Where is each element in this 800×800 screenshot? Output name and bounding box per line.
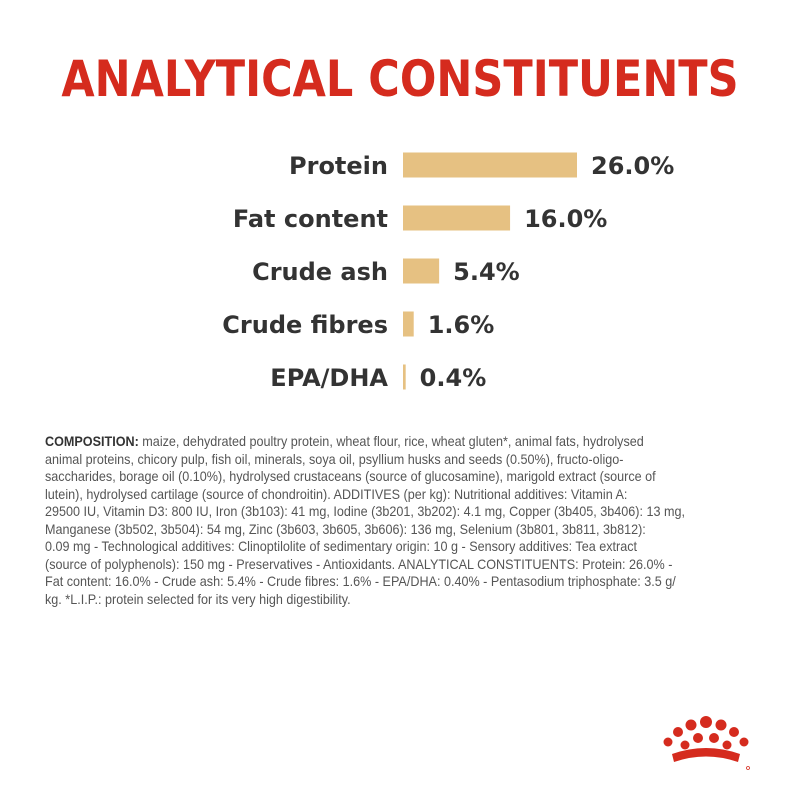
value-label: 5.4% — [453, 258, 520, 286]
nutrient-bar-chart: Protein 26.0% Fat content 16.0% Crude ash 5.4… — [222, 152, 674, 392]
composition-line-6: Manganese (3b502, 3b504): 54 mg, Zinc (3… — [45, 520, 646, 537]
category-label: Protein — [289, 152, 388, 180]
composition-line-4: lutein), hydrolysed cartilage (source of… — [45, 485, 628, 502]
composition-line-3: saccharides, borage oil (0.10%), hydroly… — [45, 468, 656, 484]
category-label: EPA/DHA — [270, 364, 388, 392]
crown-icon — [663, 716, 750, 770]
composition-line-2: animal proteins, chicory pulp, fish oil,… — [45, 450, 624, 467]
bar — [403, 364, 406, 390]
composition-label: COMPOSITION: — [45, 433, 139, 449]
bar — [403, 205, 511, 231]
composition-text: COMPOSITION: maize, dehydrated poultry p… — [45, 433, 757, 608]
page-title: ANALYTICAL CONSTITUENTS — [61, 50, 739, 108]
value-label: 26.0% — [591, 152, 674, 180]
value-label: 1.6% — [428, 311, 495, 339]
composition-line-1: COMPOSITION: maize, dehydrated poultry p… — [45, 433, 644, 449]
category-label: Fat content — [233, 205, 388, 233]
composition-line-5: 29500 IU, Vitamin D3: 800 IU, Iron (3b10… — [45, 503, 685, 519]
composition-line-8: (source of polyphenols): 150 mg - Preser… — [45, 555, 673, 572]
composition-line-7: 0.09 mg - Technological additives: Clino… — [45, 538, 638, 554]
composition-line-10: kg. *L.I.P.: protein selected for its ve… — [45, 590, 351, 607]
composition-line-9: Fat content: 16.0% - Crude ash: 5.4% - C… — [45, 573, 676, 589]
bar — [403, 152, 577, 178]
value-label: 16.0% — [524, 205, 607, 233]
category-label: Crude fibres — [222, 311, 388, 339]
bar — [403, 311, 414, 337]
bar — [403, 258, 440, 284]
value-label: 0.4% — [420, 364, 487, 392]
category-label: Crude ash — [252, 258, 388, 286]
